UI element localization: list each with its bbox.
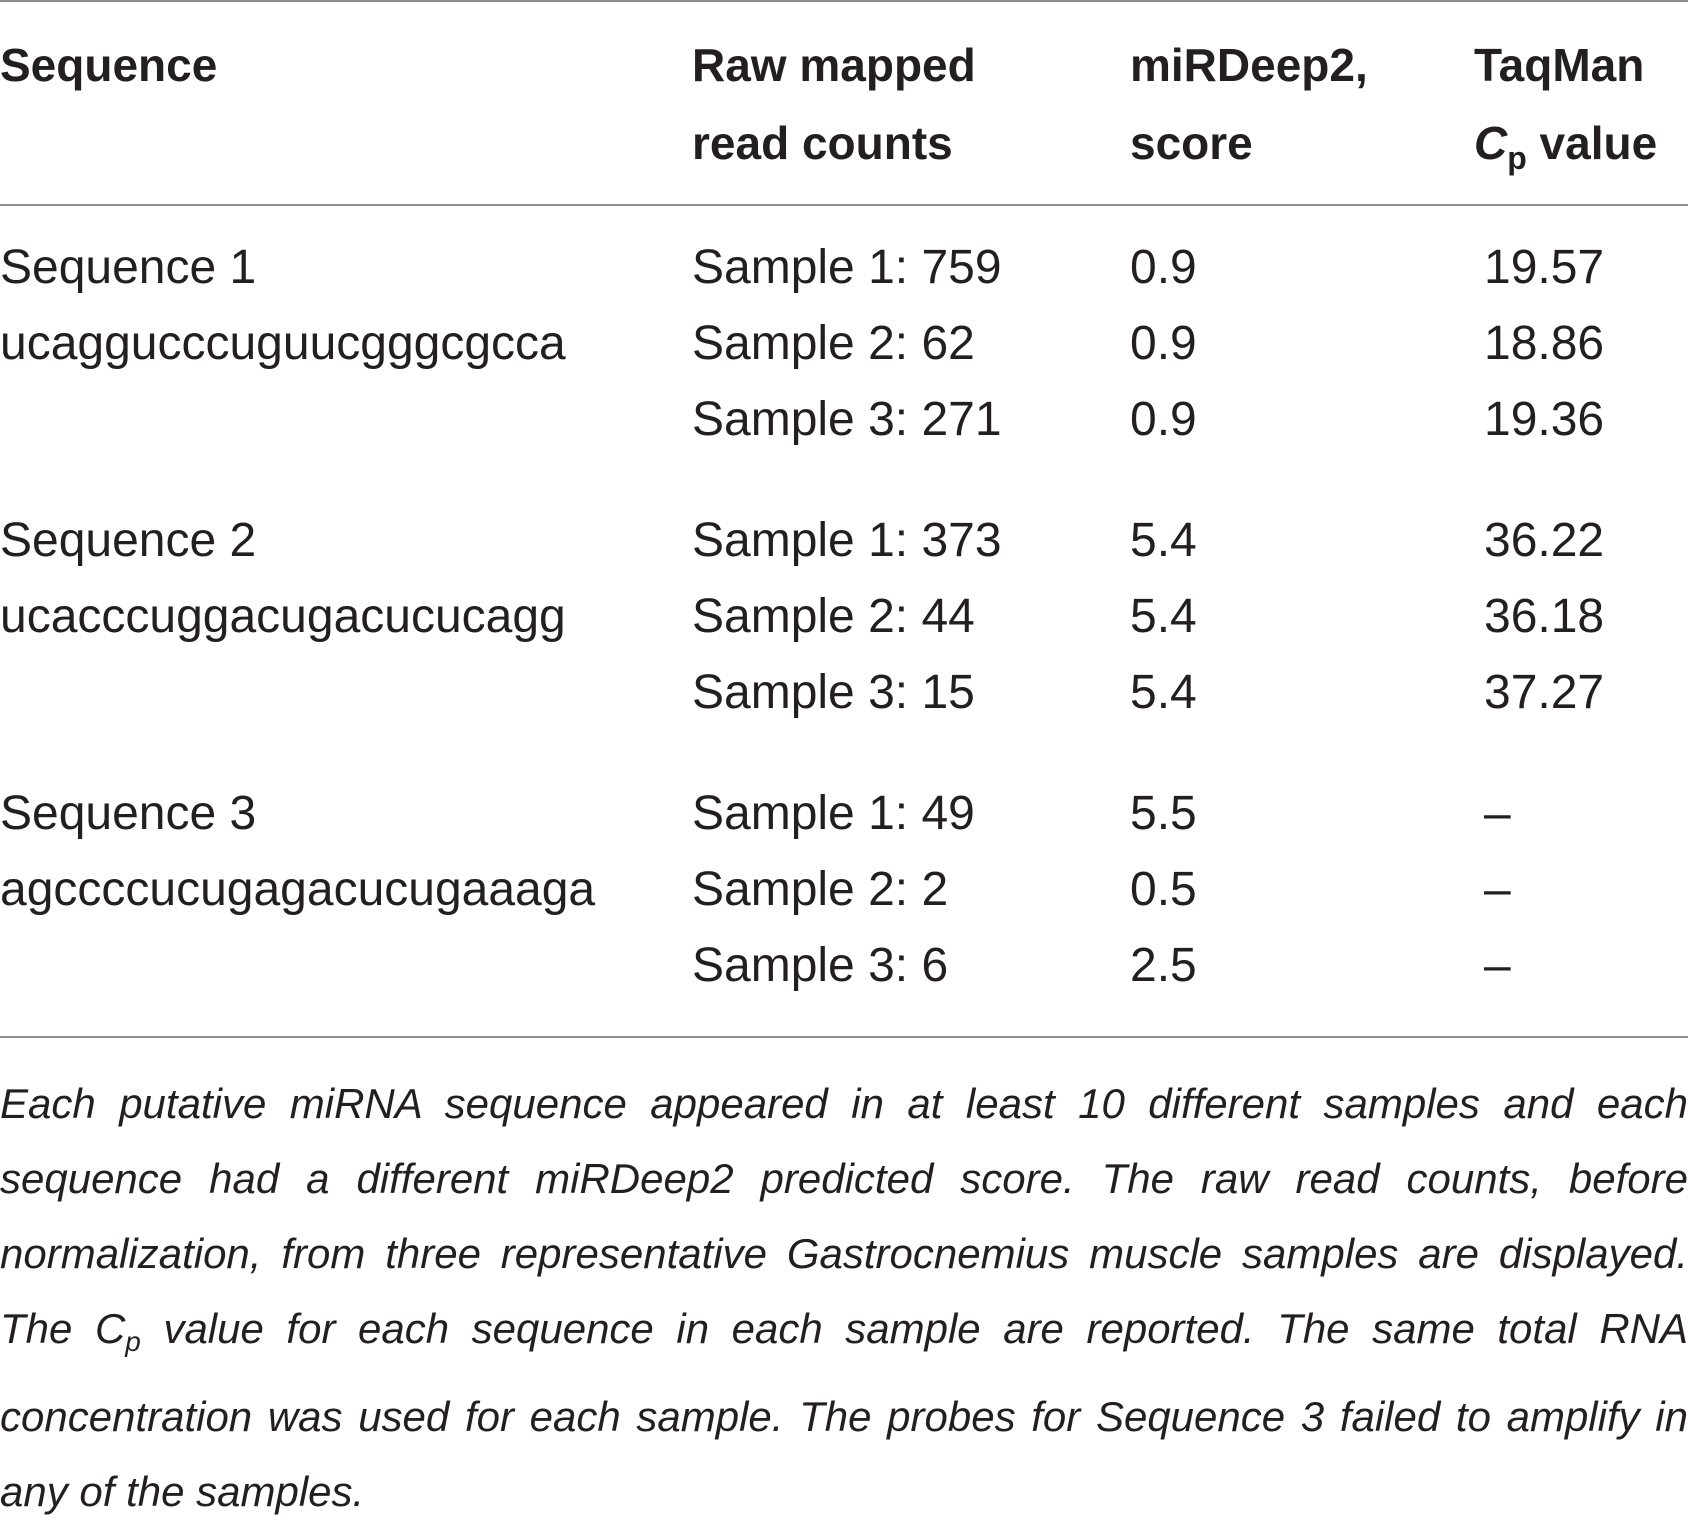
taqman-cp-cell: 36.18	[1484, 590, 1605, 643]
mirdeep2-score-cell: 5.4	[1130, 590, 1197, 643]
read-count-cell: Sample 1: 49	[692, 787, 975, 840]
mirdeep2-score-cell: 0.9	[1130, 241, 1197, 294]
read-count-cell: Sample 1: 373	[692, 514, 1002, 567]
taqman-cp-cell: 19.57	[1484, 241, 1605, 294]
header-raw-counts-line1: Raw mapped	[692, 39, 976, 91]
read-count-cell: Sample 2: 2	[692, 863, 949, 916]
read-count-cell: Sample 1: 759	[692, 241, 1002, 294]
table-header-rule	[0, 204, 1688, 206]
footnote-text-part1: Each putative miRNA sequence appeared in…	[0, 1080, 1688, 1352]
taqman-cp-cell: –	[1484, 787, 1511, 840]
taqman-cp-cell: 37.27	[1484, 666, 1605, 719]
header-mirdeep2-score: miRDeep2, score	[1130, 26, 1368, 182]
sequence-string: ucacccuggacugacucucagg	[0, 590, 566, 643]
header-cp-value-word: value	[1526, 117, 1658, 169]
read-count-cell: Sample 3: 6	[692, 939, 949, 992]
read-count-cell: Sample 3: 271	[692, 393, 1002, 446]
header-mirdeep2-line2: score	[1130, 117, 1253, 169]
taqman-cp-cell: –	[1484, 939, 1511, 992]
header-raw-counts-line2: read counts	[692, 117, 953, 169]
taqman-cp-cell: 19.36	[1484, 393, 1605, 446]
footnote-text-part2: value for each sequence in each sample a…	[0, 1305, 1688, 1515]
mirdeep2-score-cell: 0.9	[1130, 393, 1197, 446]
header-cp-symbol: C	[1474, 117, 1508, 169]
read-count-cell: Sample 2: 44	[692, 590, 975, 643]
mirdeep2-score-cell: 2.5	[1130, 939, 1197, 992]
header-mirdeep2-line1: miRDeep2,	[1130, 39, 1368, 91]
mirdeep2-score-cell: 0.9	[1130, 317, 1197, 370]
taqman-cp-cell: 18.86	[1484, 317, 1605, 370]
read-count-cell: Sample 2: 62	[692, 317, 975, 370]
header-taqman-line2: Cp value	[1474, 104, 1657, 197]
table-bottom-rule	[0, 1036, 1688, 1038]
sequence-name: Sequence 3	[0, 787, 257, 840]
mirdeep2-score-cell: 5.5	[1130, 787, 1197, 840]
taqman-cp-cell: 36.22	[1484, 514, 1605, 567]
taqman-cp-cell: –	[1484, 863, 1511, 916]
header-taqman-line1: TaqMan	[1474, 39, 1645, 91]
table-footnote: Each putative miRNA sequence appeared in…	[0, 1066, 1688, 1529]
sequence-string: ucaggucccuguucgggcgcca	[0, 317, 566, 370]
sequence-name: Sequence 2	[0, 514, 257, 567]
sequence-string: agccccucugagacucugaaaga	[0, 863, 596, 916]
header-sequence: Sequence	[0, 26, 217, 104]
header-taqman-cp: TaqMan Cp value	[1474, 26, 1657, 197]
footnote-cp-subscript: p	[125, 1326, 141, 1357]
mirdeep2-score-cell: 5.4	[1130, 666, 1197, 719]
header-raw-counts: Raw mapped read counts	[692, 26, 976, 182]
mirdeep2-score-cell: 5.4	[1130, 514, 1197, 567]
mirdeep2-score-cell: 0.5	[1130, 863, 1197, 916]
table-top-rule	[0, 0, 1688, 2]
header-cp-subscript: p	[1507, 140, 1527, 176]
read-count-cell: Sample 3: 15	[692, 666, 975, 719]
header-sequence-label: Sequence	[0, 39, 218, 91]
sequence-name: Sequence 1	[0, 241, 257, 294]
footnote-cp-symbol: C	[94, 1305, 126, 1352]
